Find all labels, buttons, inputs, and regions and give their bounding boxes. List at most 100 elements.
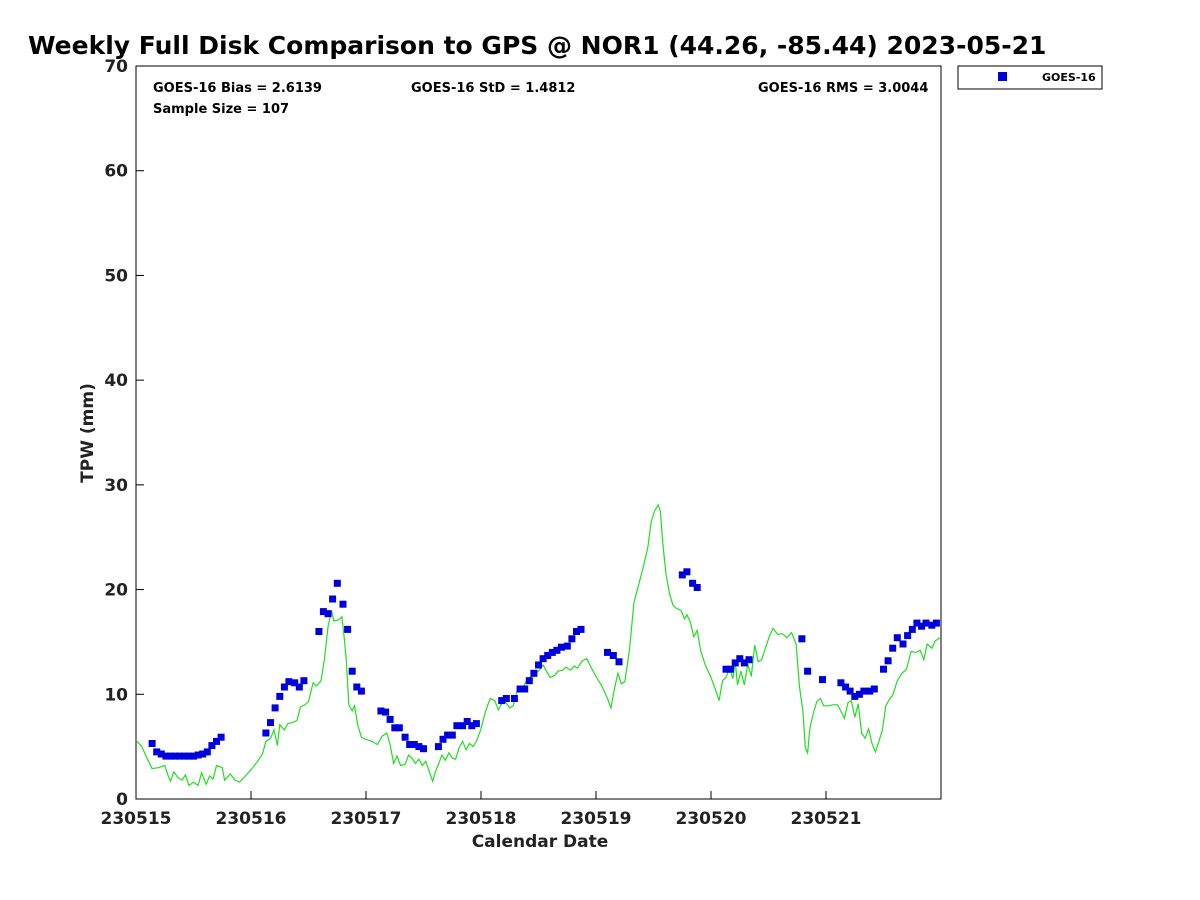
goes-16-point [851, 692, 859, 700]
y-axis-label: TPW (mm) [78, 383, 98, 483]
goes-16-series [148, 568, 940, 760]
goes-16-point [344, 625, 352, 633]
goes-16-point [213, 737, 220, 745]
x-tick-label: 230516 [216, 809, 287, 829]
goes-16-point [420, 745, 427, 753]
goes-16-point [693, 584, 701, 591]
goes-16-point [410, 741, 418, 748]
goes-16-point [577, 625, 585, 633]
y-tick-label: 0 [116, 790, 128, 810]
goes-16-point [157, 750, 165, 758]
goes-16-point [544, 652, 552, 659]
goes-16-point [391, 724, 399, 732]
goes-16-point [348, 667, 356, 675]
goes-16-point [860, 687, 868, 695]
goes-16-point [448, 731, 456, 739]
goes-16-point [382, 708, 390, 716]
goes-16-point [434, 743, 442, 751]
goes-16-point [386, 715, 394, 723]
goes-16-point [276, 692, 284, 700]
goes-16-point [319, 608, 327, 616]
x-tick-label: 230520 [676, 809, 747, 829]
goes-16-point [415, 743, 423, 751]
goes-16-point [604, 648, 611, 656]
goes-16-point [148, 740, 156, 747]
goes-16-point [295, 683, 303, 691]
goes-16-point [819, 676, 826, 684]
goes-16-point [377, 707, 385, 715]
goes-16-point [498, 697, 506, 705]
goes-16-point [353, 683, 361, 691]
y-tick-label: 60 [104, 162, 128, 182]
goes-16-point [568, 635, 576, 643]
series-line [135, 503, 941, 787]
goes-16-point [194, 751, 202, 759]
goes-16-point [516, 685, 524, 693]
goes-16-point [510, 695, 518, 702]
goes-16-point [678, 571, 686, 579]
x-axis-label: Calendar Date [472, 832, 609, 852]
goes-16-point [553, 646, 561, 654]
goes-16-point [535, 661, 542, 669]
goes-16-point [918, 622, 925, 630]
goes-16-point [922, 619, 930, 627]
goes-16-point [190, 752, 197, 760]
goes-16-point [899, 640, 907, 648]
y-tick-label: 30 [104, 476, 128, 496]
goes-16-point [889, 644, 897, 652]
goes-16-point [459, 722, 467, 730]
goes-16-point [463, 718, 471, 725]
goes-16-point [913, 619, 921, 627]
goes-16-point [406, 741, 414, 748]
goes-16-point [558, 643, 565, 651]
goes-16-point [539, 655, 547, 663]
goes-16-point [804, 667, 812, 675]
goes-16-point [563, 642, 571, 650]
rms-stat: GOES-16 RMS = 3.0044 [758, 81, 928, 96]
goes-16-point [855, 690, 863, 698]
std-stat: GOES-16 StD = 1.4812 [411, 81, 575, 96]
goes-16-point [203, 748, 211, 756]
goes-16-point [333, 579, 341, 587]
goes-16-point [530, 669, 538, 677]
goes-16-point [401, 733, 409, 741]
goes-16-point [267, 719, 274, 727]
goes-16-point [842, 683, 850, 691]
goes-16-point [167, 752, 174, 760]
goes-16-point [893, 634, 901, 642]
goes-16-point [472, 720, 480, 728]
goes-16-point [153, 748, 161, 756]
goes-16-point [315, 628, 323, 635]
goes-16-point [884, 657, 892, 665]
goes-16-point [357, 687, 365, 695]
goes-16-point [870, 685, 878, 693]
y-tick-label: 70 [104, 57, 128, 77]
goes-16-point [548, 648, 556, 656]
goes-16-point [395, 724, 403, 732]
goes-16-point [329, 595, 337, 603]
y-tick-label: 20 [104, 581, 128, 601]
legend-marker-goes-16 [998, 72, 1007, 81]
x-tick-label: 230521 [791, 809, 862, 829]
goes-16-point [683, 568, 691, 576]
goes-16-point [180, 752, 188, 760]
y-axis-ticks: 0 10 20 30 40 50 60 70 [104, 57, 144, 810]
x-tick-label: 230517 [331, 809, 402, 829]
goes-16-point [453, 722, 461, 730]
goes-16-point [217, 733, 225, 741]
goes-16-point [502, 695, 510, 702]
goes-16-point [280, 683, 288, 691]
goes-16-point [525, 677, 533, 685]
goes-16-point [932, 619, 940, 627]
x-tick-label: 230518 [446, 809, 517, 829]
goes-16-point [904, 632, 912, 640]
goes-16-point [837, 679, 845, 687]
goes-16-point [162, 752, 170, 760]
goes-16-point [176, 752, 184, 760]
plot-area [135, 65, 942, 800]
goes-16-point [262, 729, 270, 737]
bias-stat: GOES-16 Bias = 2.6139 [153, 81, 322, 96]
goes-16-point [208, 742, 216, 750]
goes-16-point [928, 621, 936, 629]
goes-16-point [285, 678, 293, 686]
